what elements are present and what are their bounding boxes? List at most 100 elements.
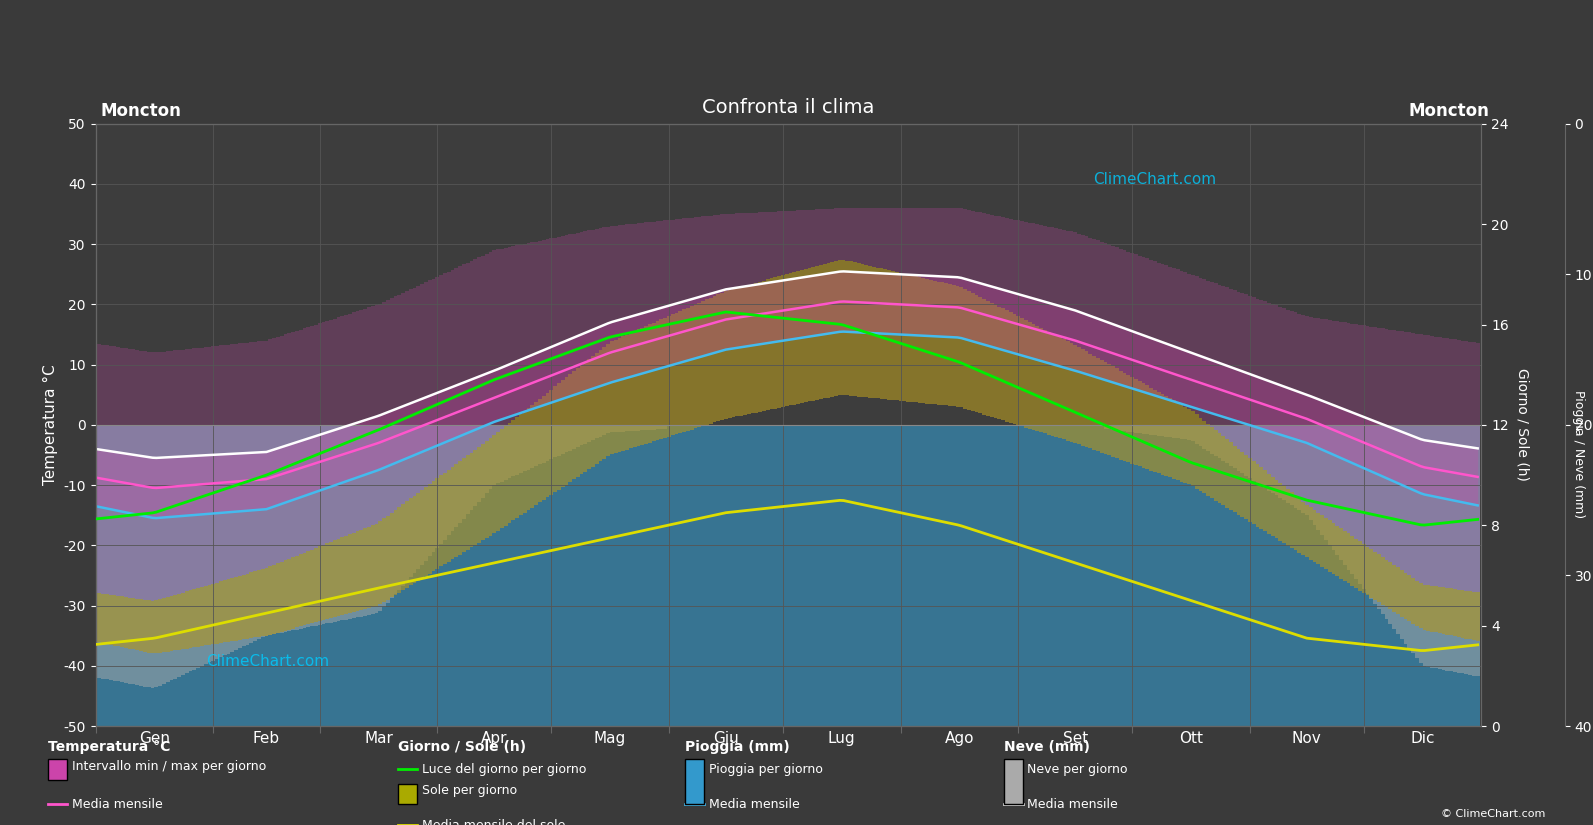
Bar — [731, 425, 736, 825]
Bar — [1180, 425, 1184, 439]
Bar — [1035, 224, 1039, 431]
Bar — [918, 425, 921, 825]
Bar — [978, 212, 983, 413]
Bar — [602, 425, 607, 825]
Bar — [1381, 425, 1384, 614]
Bar — [1058, 425, 1063, 825]
Bar — [413, 288, 416, 583]
Bar — [1142, 425, 1145, 825]
Bar — [553, 386, 558, 493]
Bar — [588, 230, 591, 469]
Bar — [594, 425, 599, 438]
Bar — [1074, 425, 1077, 825]
Bar — [127, 425, 132, 684]
Bar — [1096, 240, 1099, 451]
Bar — [295, 425, 299, 629]
Bar — [1263, 301, 1266, 531]
Bar — [1134, 254, 1137, 465]
Bar — [1316, 318, 1321, 564]
Bar — [865, 425, 868, 825]
Bar — [1305, 425, 1309, 515]
Bar — [781, 276, 785, 407]
Bar — [1077, 425, 1082, 825]
Bar — [344, 535, 349, 615]
Bar — [701, 425, 706, 825]
Bar — [1461, 341, 1464, 638]
Bar — [193, 589, 196, 648]
Bar — [663, 220, 667, 438]
Bar — [143, 351, 147, 652]
Bar — [583, 425, 588, 825]
Bar — [454, 425, 459, 825]
Bar — [1335, 425, 1340, 554]
Bar — [435, 277, 440, 568]
Bar — [660, 425, 663, 825]
Bar — [1472, 425, 1475, 825]
Bar — [341, 425, 344, 825]
Bar — [1107, 244, 1112, 455]
Bar — [766, 280, 769, 410]
Bar — [1176, 425, 1180, 438]
Bar — [409, 290, 413, 586]
Bar — [1271, 425, 1274, 493]
Bar — [1384, 425, 1389, 825]
Bar — [1297, 425, 1301, 825]
Text: ClimeChart.com: ClimeChart.com — [207, 653, 330, 669]
Bar — [538, 425, 542, 825]
Bar — [1365, 546, 1370, 596]
Bar — [223, 425, 226, 825]
Bar — [261, 425, 264, 638]
Bar — [750, 213, 755, 413]
Bar — [959, 287, 964, 408]
Bar — [921, 425, 926, 825]
Bar — [679, 219, 682, 433]
Bar — [1063, 339, 1066, 440]
Bar — [1063, 425, 1066, 825]
Bar — [1408, 575, 1411, 621]
Bar — [706, 299, 709, 425]
Bar — [720, 214, 723, 420]
Bar — [508, 247, 511, 523]
Bar — [352, 425, 355, 618]
Bar — [921, 208, 926, 403]
Bar — [382, 518, 386, 602]
Bar — [527, 425, 530, 825]
Bar — [583, 231, 588, 472]
Bar — [1458, 425, 1461, 672]
Bar — [1301, 425, 1305, 825]
Bar — [299, 425, 303, 629]
Bar — [421, 284, 424, 578]
Bar — [975, 425, 978, 825]
Bar — [1126, 425, 1131, 825]
Text: ClimeChart.com: ClimeChart.com — [1093, 172, 1217, 187]
Bar — [921, 278, 926, 403]
Bar — [1475, 425, 1480, 676]
Bar — [1324, 319, 1327, 569]
Bar — [572, 425, 577, 825]
Bar — [626, 425, 629, 431]
Bar — [583, 362, 588, 472]
Bar — [898, 273, 903, 401]
Text: © ClimeChart.com: © ClimeChart.com — [1440, 808, 1545, 818]
Bar — [102, 594, 105, 644]
Bar — [1187, 408, 1192, 484]
Bar — [1395, 331, 1400, 615]
Bar — [158, 425, 162, 686]
Bar — [1161, 425, 1164, 825]
Bar — [1184, 425, 1187, 825]
Bar — [1392, 425, 1395, 825]
Bar — [287, 425, 292, 825]
Bar — [1050, 425, 1055, 825]
Bar — [440, 425, 443, 825]
Bar — [237, 425, 242, 648]
Bar — [495, 432, 500, 530]
Bar — [245, 425, 250, 644]
Bar — [1461, 425, 1464, 825]
Bar — [766, 425, 769, 825]
Bar — [435, 478, 440, 568]
Bar — [742, 213, 747, 415]
Bar — [747, 425, 750, 825]
Bar — [970, 425, 975, 825]
Bar — [945, 425, 948, 825]
Bar — [421, 425, 424, 565]
